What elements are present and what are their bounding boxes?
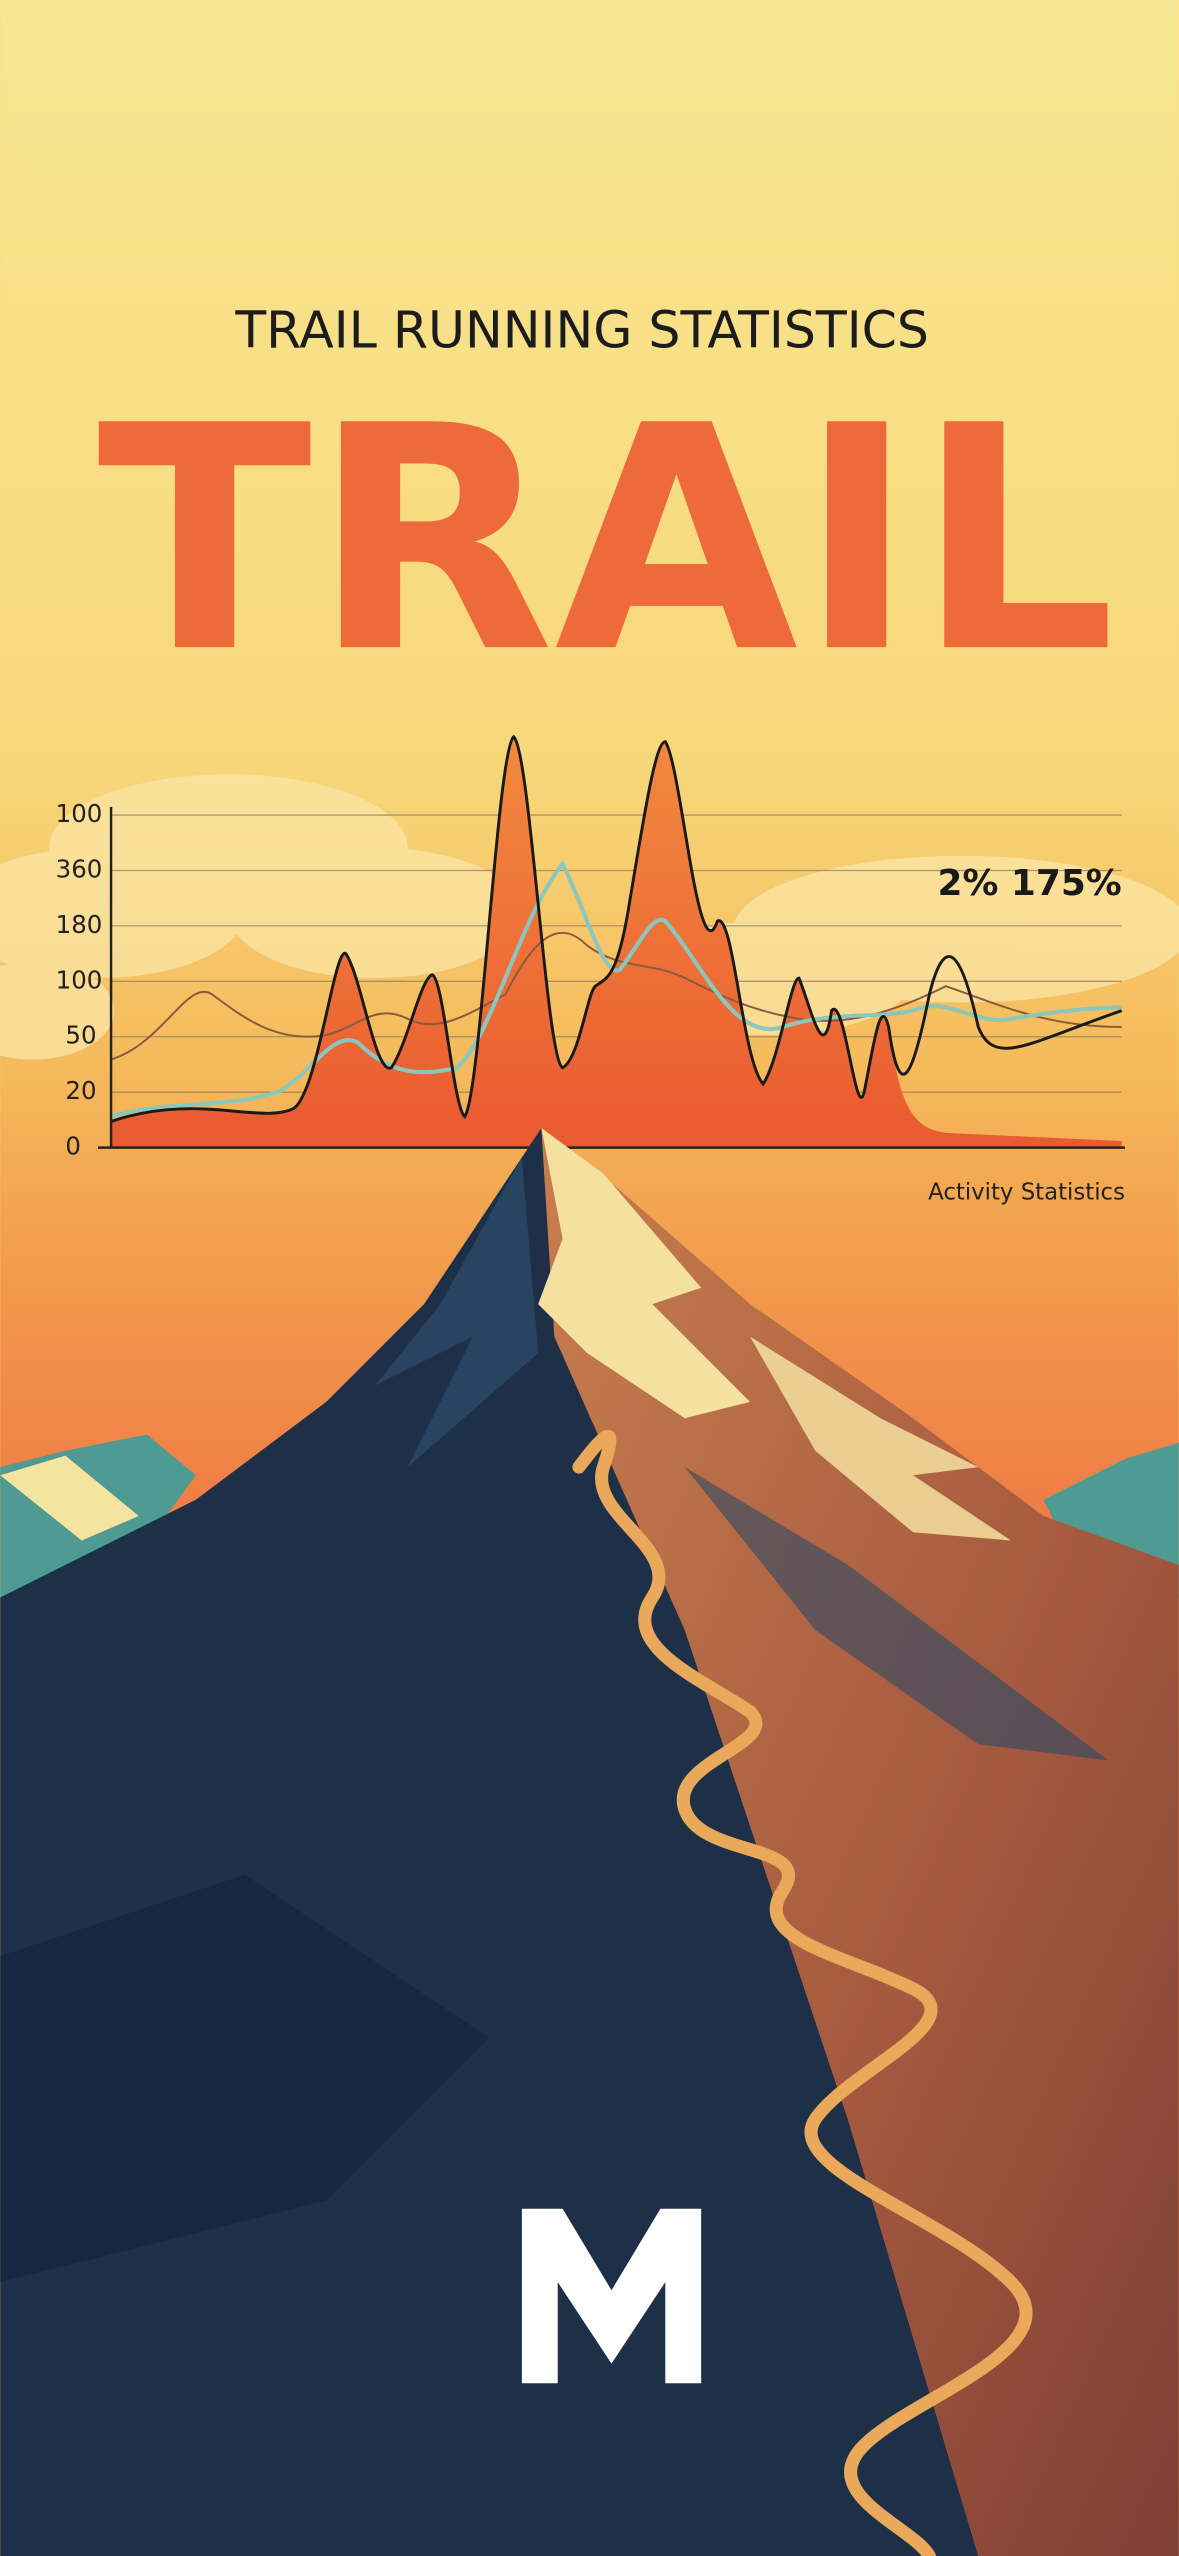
y-label: 0 <box>65 1132 81 1161</box>
y-label: 50 <box>65 1021 96 1050</box>
logo <box>521 2208 702 2384</box>
y-label: 360 <box>56 854 103 883</box>
subtitle: TRAIL RUNNING STATISTICS <box>234 301 929 360</box>
title: TRAIL <box>97 361 1116 721</box>
area <box>111 736 1122 1148</box>
caption: Activity Statistics <box>928 1180 1125 1206</box>
thin-curve <box>110 931 1122 1061</box>
y-label: 20 <box>65 1076 96 1105</box>
callout: 2% 175% <box>938 863 1122 904</box>
y-label: 100 <box>56 965 103 994</box>
trail <box>572 1429 1033 2556</box>
black-curve <box>110 734 1123 1123</box>
mountains <box>0 1128 1179 2556</box>
y-label: 180 <box>56 910 103 939</box>
y-label: 100 <box>56 799 103 828</box>
chart: 100 360 180 100 50 20 0 2% 175% Activity… <box>56 734 1125 1206</box>
